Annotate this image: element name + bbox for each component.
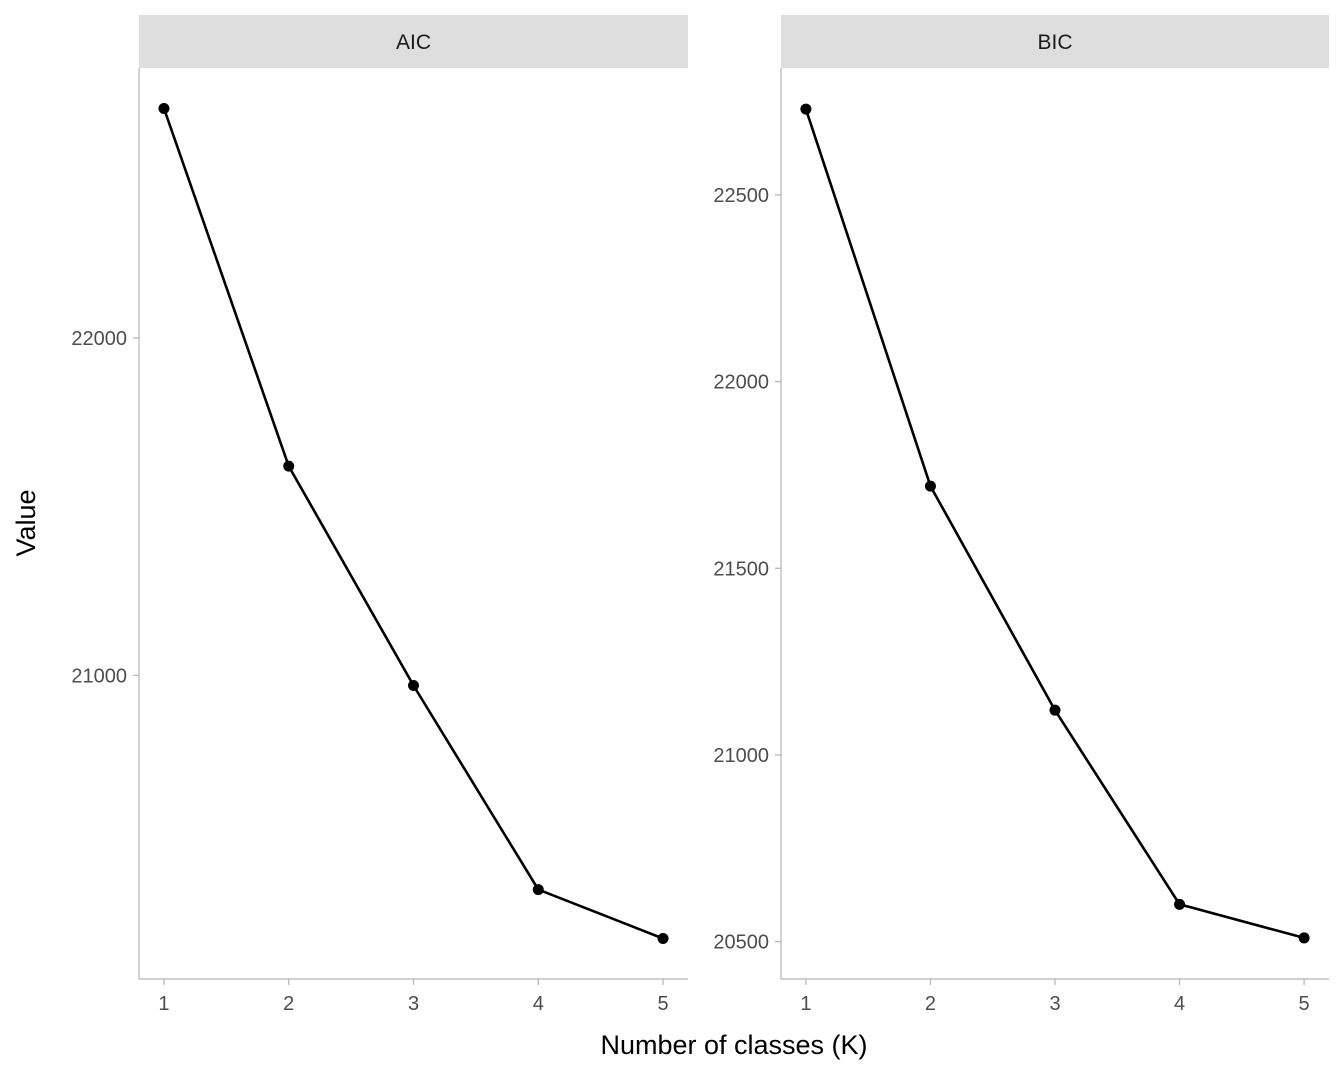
data-point [532, 884, 544, 896]
x-tick-label: 2 [283, 993, 294, 1015]
y-tick-label: 21500 [713, 558, 769, 580]
data-point [158, 102, 170, 114]
y-tick-label: 22000 [71, 328, 127, 350]
facet-strip [139, 15, 688, 68]
facet-panel-bic: BIC 20500 21000 21500 22000 22500 1 2 3 4 5 [713, 15, 1329, 1015]
x-tick-label: 5 [1299, 993, 1310, 1015]
facet-panel-aic: AIC 21000 22000 1 2 3 4 5 [71, 15, 688, 1015]
y-tick-label: 20500 [713, 932, 769, 954]
data-point [283, 460, 295, 472]
data-point [924, 480, 936, 492]
data-point [800, 103, 812, 115]
x-tick-label: 3 [408, 993, 419, 1015]
x-tick-label: 4 [1174, 993, 1185, 1015]
facet-panels: AIC 21000 22000 1 2 3 4 5 BIC 20500 21000 21500 2200… [71, 15, 1329, 1015]
facet-strip [781, 15, 1329, 68]
x-tick-label: 2 [925, 993, 936, 1015]
data-point [408, 679, 419, 691]
data-point [1174, 898, 1186, 910]
x-tick-label: 4 [533, 993, 544, 1015]
x-tick-label: 5 [657, 993, 668, 1015]
facet-strip-label: AIC [396, 31, 431, 54]
y-tick-label: 21000 [71, 665, 127, 687]
x-tick-label: 1 [158, 993, 169, 1015]
data-point [1049, 704, 1061, 716]
y-tick-label: 22000 [713, 372, 769, 394]
facet-strip-label: BIC [1037, 31, 1072, 54]
y-axis-title: Value [11, 489, 41, 556]
y-tick-label: 21000 [713, 745, 769, 767]
x-axis-title: Number of classes (K) [600, 1030, 867, 1060]
data-point [1298, 932, 1310, 944]
data-point [657, 933, 669, 945]
y-tick-label: 22500 [713, 185, 769, 207]
x-tick-label: 1 [800, 993, 811, 1015]
x-tick-label: 3 [1049, 993, 1060, 1015]
